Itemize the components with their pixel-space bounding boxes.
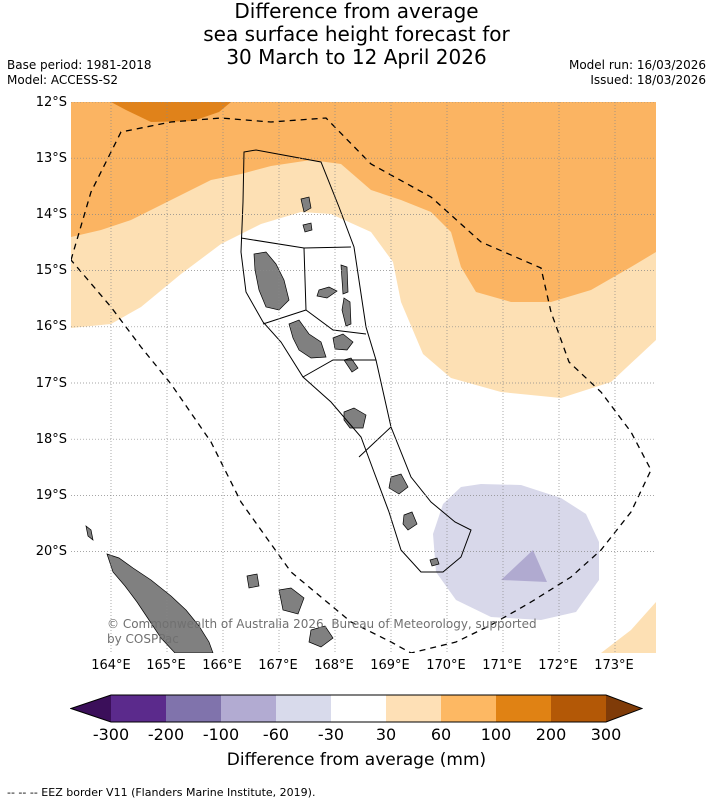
title-line-2: sea surface height forecast for: [203, 22, 510, 46]
province-border: [240, 149, 472, 573]
colorbar-extend-max: [606, 695, 642, 722]
land-mare-island: [246, 573, 260, 589]
colorbar-extend-min: [71, 695, 111, 722]
land-island-aneityum: [429, 557, 440, 567]
province-divider-3: [305, 309, 367, 335]
land-island-ambrym: [332, 333, 354, 351]
lon-label-170e: 170°E: [426, 658, 466, 673]
land-lifou: [308, 625, 334, 648]
copyright-line-2: by COSPPac: [107, 632, 179, 646]
land-island-epi: [343, 357, 359, 373]
lon-label-167e: 167°E: [258, 658, 298, 673]
land-loyalty-islands: [278, 587, 305, 615]
meta-right: Model run: 16/03/2026 Issued: 18/03/2026: [569, 58, 706, 88]
colorbar-segment-4: [276, 695, 331, 722]
model-run: Model run: 16/03/2026: [568, 58, 706, 72]
colorbar-label-2: -200: [147, 725, 185, 744]
province-divider-4: [302, 359, 376, 378]
lat-label-12s: 12°S: [35, 95, 67, 110]
lat-label-16s: 16°S: [35, 319, 67, 334]
land-island-ambae: [316, 286, 338, 299]
lon-label-171e: 171°E: [482, 658, 522, 673]
colorbar-segment-3: [221, 695, 276, 722]
land-island-maewo: [340, 264, 349, 295]
colorbar-segment-8: [496, 695, 551, 722]
anomaly-100-200-band: [71, 102, 231, 122]
lon-label-173e: 173°E: [594, 658, 634, 673]
colorbar-title: Difference from average (mm): [226, 750, 487, 770]
land-island-central: [253, 251, 290, 311]
lon-label-168e: 168°E: [314, 658, 354, 673]
lon-label-164e: 164°E: [91, 658, 131, 673]
colorbar-label-4: -60: [262, 725, 290, 744]
land-island-erromango: [388, 473, 409, 495]
land-belep-islands: [85, 525, 94, 541]
colorbar-label-6: 30: [375, 725, 397, 744]
anomaly-neg-30-60-patch: [433, 484, 599, 620]
lon-label-165e: 165°E: [146, 658, 186, 673]
lon-label-166e: 166°E: [202, 658, 242, 673]
land-island-malekula: [288, 319, 327, 359]
colorbar-label-3: -100: [202, 725, 240, 744]
issued-date: Issued: 18/03/2026: [590, 73, 706, 87]
land-island-north-2: [302, 222, 313, 233]
land-island-tanna: [402, 511, 418, 531]
colorbar-label-10: 300: [590, 725, 622, 744]
colorbar-segment-2: [166, 695, 221, 722]
colorbar: [70, 694, 643, 723]
title-line-3: 30 March to 12 April 2026: [226, 45, 487, 69]
land-new-caledonia: [106, 553, 214, 653]
colorbar-label-1: -300: [92, 725, 130, 744]
eez-border: [71, 117, 652, 653]
lon-label-172e: 172°E: [538, 658, 578, 673]
colorbar-segment-1: [111, 695, 166, 722]
map-title: Difference from average sea surface heig…: [0, 0, 713, 69]
colorbar-label-5: -30: [317, 725, 345, 744]
anomaly-30-60-se-corner: [601, 602, 656, 653]
lat-label-15s: 15°S: [35, 263, 67, 278]
eez-footnote: -- -- -- EEZ border V11 (Flanders Marine…: [7, 786, 316, 799]
base-period: Base period: 1981-2018: [7, 58, 152, 72]
title-line-1: Difference from average: [234, 0, 479, 23]
colorbar-segment-7: [441, 695, 496, 722]
colorbar-outline: [70, 694, 643, 723]
lat-label-17s: 17°S: [35, 376, 67, 391]
land-island-pentecost: [341, 297, 352, 327]
colorbar-segment-5: [331, 695, 386, 722]
land-island-north-1: [300, 196, 312, 213]
model-name: Model: ACCESS-S2: [7, 73, 119, 87]
copyright-line-1: © Commonwealth of Australia 2026, Bureau…: [107, 617, 537, 631]
anomaly-60-100-band: [71, 102, 656, 302]
colorbar-label-8: 100: [480, 725, 512, 744]
lon-label-169e: 169°E: [370, 658, 410, 673]
lat-label-20s: 20°S: [35, 544, 67, 559]
map-panel: © Commonwealth of Australia 2026, Bureau…: [71, 102, 656, 653]
lat-label-14s: 14°S: [35, 207, 67, 222]
meta-left: Base period: 1981-2018 Model: ACCESS-S2: [7, 58, 152, 88]
lat-label-13s: 13°S: [35, 151, 67, 166]
colorbar-label-7: 60: [430, 725, 452, 744]
lat-label-19s: 19°S: [35, 488, 67, 503]
lat-label-18s: 18°S: [35, 432, 67, 447]
colorbar-segment-6: [386, 695, 441, 722]
province-divider-5: [358, 426, 392, 458]
anomaly-neg-60-100-patch: [501, 550, 547, 582]
gridlines: [71, 102, 656, 653]
colorbar-label-9: 200: [535, 725, 567, 744]
colorbar-segment-9: [551, 695, 606, 722]
